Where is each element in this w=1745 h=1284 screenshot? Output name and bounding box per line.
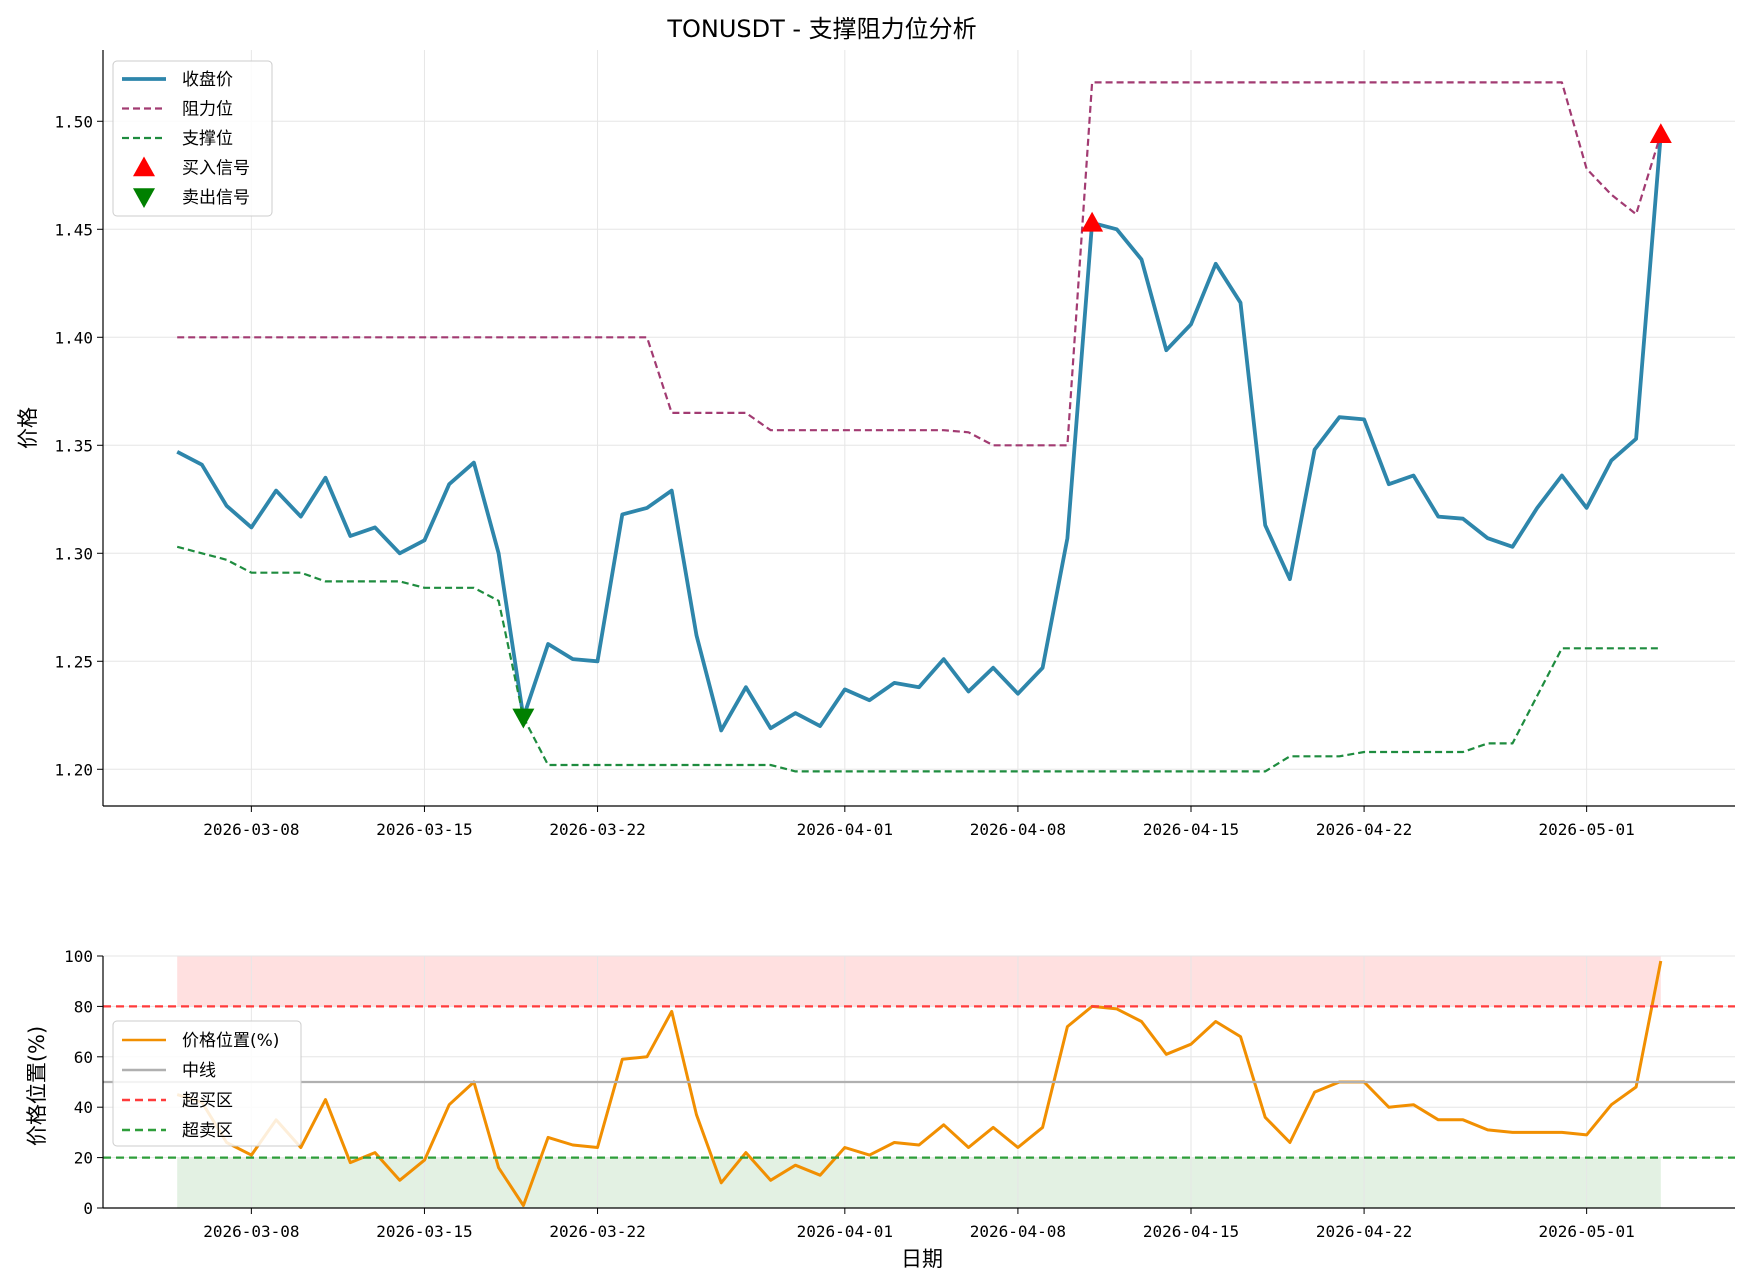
q-ytick-label: 100 [64, 947, 93, 966]
position-legend-label: 价格位置(%) [182, 1031, 279, 1051]
q-xtick-label: 2026-04-01 [797, 1222, 893, 1241]
p-xtick-label: 2026-04-22 [1316, 820, 1412, 839]
overbought-band [177, 956, 1661, 1007]
position-legend-box [112, 1020, 302, 1147]
close-price-line [176, 134, 1663, 733]
price-legend-box [112, 60, 273, 217]
price-position-line [176, 960, 1663, 1207]
price-axes: 2026-03-08 2026-03-15 2026-03-22 2026-04-01… [54, 50, 1735, 839]
q-xtick-label: 2026-04-22 [1316, 1222, 1412, 1241]
q-xtick-label: 2026-04-08 [970, 1222, 1066, 1241]
p-xtick-label: 2026-03-22 [549, 820, 645, 839]
p-ytick-label: 1.25 [54, 652, 93, 671]
q-xtick-label: 2026-03-15 [376, 1222, 472, 1241]
p-ytick-label: 1.30 [54, 544, 93, 563]
p-xtick-label: 2026-05-01 [1538, 820, 1634, 839]
q-ytick-label: 0 [83, 1199, 93, 1218]
buy-signal-legend-label: 买入信号 [182, 159, 250, 179]
q-xtick-label: 2026-03-22 [549, 1222, 645, 1241]
price-ylabel: 价格 [16, 407, 40, 449]
q-xtick-label: 2026-05-01 [1538, 1222, 1634, 1241]
p-xtick-label: 2026-04-01 [797, 820, 893, 839]
q-ytick-label: 60 [74, 1048, 93, 1067]
p-xtick-label: 2026-03-15 [376, 820, 472, 839]
xlabel: 日期 [901, 1247, 943, 1271]
p-ytick-label: 1.40 [54, 328, 93, 347]
p-ytick-label: 1.35 [54, 436, 93, 455]
chart-title: TONUSDT - 支撑阻力位分析 [666, 15, 976, 43]
position-axes: 2026-03-08 2026-03-15 2026-03-22 2026-04-01… [64, 947, 1735, 1241]
close-price-legend-label: 收盘价 [182, 70, 233, 90]
support-legend-label: 支撑位 [182, 129, 233, 149]
q-xtick-label: 2026-04-15 [1143, 1222, 1239, 1241]
p-xtick-label: 2026-03-08 [203, 820, 299, 839]
position-ylabel: 价格位置(%) [25, 1026, 49, 1146]
sell-signal-marker [512, 708, 535, 729]
buy-signal-marker [1081, 211, 1104, 232]
oversold-legend-label: 超卖区 [182, 1121, 233, 1141]
oversold-band [177, 1157, 1661, 1208]
p-ytick-label: 1.45 [54, 220, 93, 239]
midline-legend-label: 中线 [182, 1061, 216, 1081]
p-xtick-label: 2026-04-15 [1143, 820, 1239, 839]
buy-signal-marker [1649, 123, 1672, 144]
q-ytick-label: 80 [74, 997, 93, 1016]
q-ytick-label: 20 [74, 1149, 93, 1168]
q-ytick-label: 40 [74, 1098, 93, 1117]
sell-signal-legend-label: 卖出信号 [182, 188, 250, 208]
p-ytick-label: 1.20 [54, 760, 93, 779]
p-ytick-label: 1.50 [54, 112, 93, 131]
p-xtick-label: 2026-04-08 [970, 820, 1066, 839]
support-line [176, 545, 1661, 773]
sell-signal-legend [133, 188, 155, 208]
resistance-line [177, 81, 1662, 447]
overbought-legend-label: 超买区 [182, 1091, 233, 1111]
q-xtick-label: 2026-03-08 [203, 1222, 299, 1241]
buy-signal-legend [133, 156, 155, 177]
resistance-legend-label: 阻力位 [182, 100, 233, 120]
